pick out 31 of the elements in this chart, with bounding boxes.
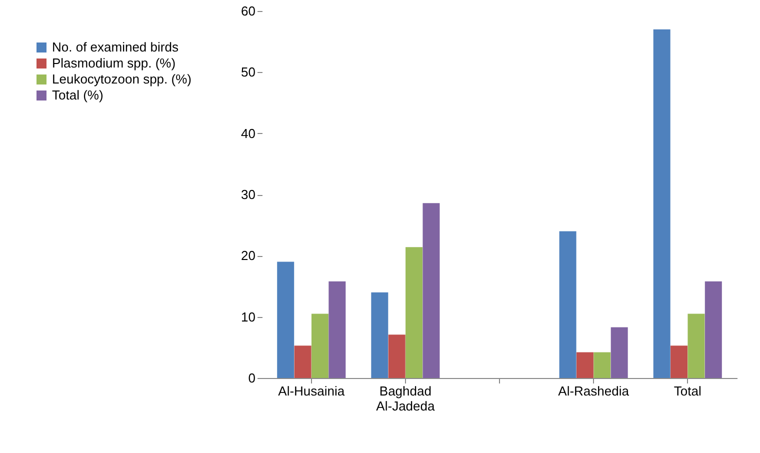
- bar: [594, 352, 611, 378]
- bar: [388, 334, 406, 378]
- bar: [328, 281, 346, 378]
- legend-label: No. of examined birds: [52, 40, 179, 54]
- x-tick-label: Al-Husainia: [278, 384, 346, 398]
- y-tick-label: 30: [241, 187, 256, 202]
- y-tick-label: 20: [241, 248, 256, 264]
- x-tick-label: Al-Rashedia: [558, 384, 630, 398]
- bar: [688, 314, 705, 378]
- bar: [559, 231, 576, 378]
- bar: [311, 314, 328, 378]
- y-tick-label: 40: [241, 126, 256, 141]
- bar: [422, 203, 440, 378]
- bar: [670, 346, 688, 378]
- bar: [653, 29, 670, 378]
- y-tick-label: 0: [248, 370, 256, 386]
- bar: [576, 352, 594, 378]
- legend-label: Total (%): [52, 88, 104, 102]
- y-tick-label: 60: [241, 4, 256, 18]
- legend-label: Plasmodium spp. (%): [52, 56, 176, 70]
- legend-label: Leukocytozoon spp. (%): [52, 72, 192, 86]
- bar: [610, 327, 628, 378]
- bar: [406, 247, 423, 378]
- bar: [371, 292, 388, 378]
- bar: [704, 281, 722, 378]
- bar: [294, 346, 312, 378]
- x-tick-label: Total: [674, 384, 702, 398]
- y-tick-label: 50: [241, 64, 256, 80]
- bar: [277, 262, 294, 378]
- x-tick-label: Baghdad Al-Jadeda: [376, 384, 436, 414]
- y-tick-label: 10: [241, 309, 256, 324]
